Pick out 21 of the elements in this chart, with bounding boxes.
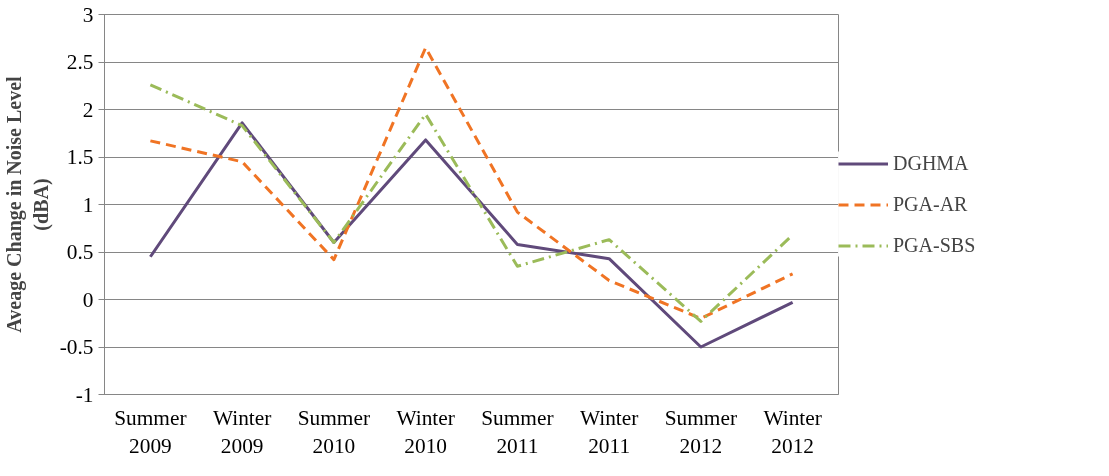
x-tick-label: Winter 2011	[579, 405, 639, 459]
x-tick-label: Summer 2012	[664, 405, 738, 459]
x-tick-label: Summer 2009	[114, 405, 187, 459]
y-tick-label: 2	[82, 97, 94, 122]
x-tick-label: Summer 2010	[297, 405, 371, 459]
y-tick-label: 2.5	[66, 50, 94, 74]
x-tick-label: Winter 2012	[763, 405, 822, 459]
y-tick-label: 3	[82, 2, 94, 27]
legend-label: PGA-AR	[893, 192, 968, 216]
y-tick-label: -1	[75, 382, 94, 407]
y-tick-label: -0.5	[59, 335, 94, 359]
legend-label: DGHMA	[893, 151, 969, 175]
y-tick-label: 0	[82, 287, 94, 312]
x-tick-label: Summer 2011	[481, 405, 554, 459]
y-tick-label: 1	[82, 192, 94, 217]
y-tick-label: 1.5	[66, 145, 94, 169]
y-tick-label: 0.5	[66, 240, 94, 264]
legend-label: PGA-SBS	[893, 233, 976, 257]
x-tick-label: Winter 2010	[396, 405, 455, 459]
y-axis-title: Aveage Change in Noise Level (dBA)	[3, 75, 53, 333]
x-tick-label: Winter 2009	[212, 405, 272, 459]
